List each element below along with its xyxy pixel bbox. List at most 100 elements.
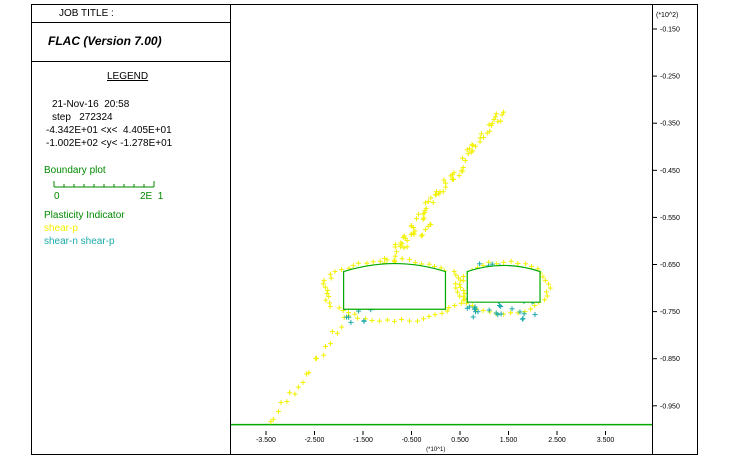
shear-n-shear-p-point	[517, 309, 523, 315]
shear-p-point	[327, 341, 333, 347]
shear-n-shear-p-point	[472, 305, 478, 311]
shear-p-point	[306, 370, 312, 376]
shear-p-point	[543, 289, 549, 295]
shear-p-point	[441, 177, 447, 183]
shear-p-point	[532, 302, 538, 308]
shear-p-point	[418, 233, 424, 239]
shear-p-point	[499, 112, 505, 118]
x-tick-label: 3.500	[597, 437, 615, 444]
shear-n-shear-p-point	[472, 309, 478, 315]
shear-p-point	[325, 287, 331, 293]
shear-p-point	[413, 216, 419, 222]
shear-p-point	[411, 231, 417, 237]
shear-p-point	[416, 211, 422, 217]
scale-bar	[53, 181, 155, 188]
shear-p-point	[401, 233, 407, 239]
shear-p-point	[464, 147, 470, 153]
shear-p-point	[323, 297, 329, 303]
shear-p-point	[284, 399, 290, 405]
shear-p-point	[300, 379, 306, 385]
shear-p-point	[426, 313, 432, 319]
shear-p-point	[422, 208, 428, 214]
shear-p-point	[369, 318, 375, 324]
shear-p-point	[420, 216, 426, 222]
shear-p-point	[542, 277, 548, 283]
shear-p-point	[455, 275, 461, 281]
shear-p-point	[523, 261, 529, 267]
shear-p-point	[323, 343, 329, 349]
shear-n-shear-p-point	[497, 302, 503, 308]
y-exponent-label: (*10^2)	[656, 12, 679, 19]
shear-p-point	[327, 300, 333, 306]
shear-p-point	[481, 135, 487, 141]
y-tick-label: -0.850	[660, 356, 680, 363]
shear-p-point	[459, 155, 465, 161]
shear-p-point	[339, 324, 345, 330]
shear-p-point	[469, 142, 475, 148]
opening-2	[466, 264, 541, 303]
shear-p-point	[501, 259, 507, 265]
shear-p-point	[457, 281, 463, 287]
shear-p-point	[462, 158, 468, 164]
shear-p-point	[384, 257, 390, 263]
shear-p-point	[544, 293, 550, 299]
shear-p-point	[278, 400, 284, 406]
y-tick-label: -0.650	[660, 262, 680, 269]
shear-p-point	[399, 317, 405, 323]
shear-p-point	[402, 235, 408, 241]
shear-n-shear-p-point	[477, 261, 483, 267]
shear-p-point	[398, 244, 404, 250]
shear-p-point	[455, 289, 461, 295]
shear-p-point	[491, 116, 497, 122]
shear-p-point	[422, 227, 428, 233]
shear-p-point	[456, 173, 462, 179]
y-tick-label: -0.350	[660, 121, 680, 128]
shear-p-point	[384, 317, 390, 323]
job-title-label: JOB TITLE :	[59, 8, 114, 19]
shear-n-shear-p-point	[509, 306, 515, 312]
x-tick-label: -0.500	[402, 437, 422, 444]
shear-p-point	[332, 269, 338, 275]
legend-item-shear-n-shear-p: shear-n shear-p	[44, 236, 115, 247]
shear-p-point	[446, 305, 452, 311]
shear-p-point	[345, 310, 351, 316]
y-tick-label: -0.750	[660, 309, 680, 316]
shear-p-point	[449, 176, 455, 182]
legend-panel: LEGEND 21-Nov-16 20:58 step 272324 -4.34…	[31, 61, 231, 455]
shear-p-point	[428, 195, 434, 201]
shear-p-point	[508, 258, 514, 264]
shear-p-point	[470, 142, 476, 148]
shear-p-point	[326, 293, 332, 299]
shear-p-point	[453, 281, 459, 287]
shear-p-point	[407, 318, 413, 324]
shear-p-point	[382, 255, 388, 261]
shear-p-point	[350, 263, 356, 269]
shear-p-point	[295, 384, 301, 390]
shear-p-point	[458, 277, 464, 283]
shear-p-point	[508, 310, 514, 316]
shear-p-point	[460, 273, 466, 279]
shear-p-point	[328, 275, 334, 281]
shear-p-point	[313, 355, 319, 361]
shear-p-point	[321, 277, 327, 283]
shear-p-point	[440, 189, 446, 195]
shear-p-point	[292, 391, 298, 397]
shear-p-point	[528, 306, 534, 312]
shear-p-point	[522, 309, 528, 315]
shear-n-shear-p-point	[470, 314, 476, 320]
x-range: -4.342E+01 <x< 4.405E+01	[46, 125, 172, 136]
shear-p-point	[460, 165, 466, 171]
shear-p-point	[394, 249, 400, 255]
shear-p-point	[515, 261, 521, 267]
program-box: FLAC (Version 7.00)	[31, 22, 231, 62]
shear-p-point	[460, 287, 466, 293]
x-tick-label: -3.500	[256, 437, 276, 444]
shear-p-point	[501, 109, 507, 115]
shear-p-point	[407, 257, 413, 263]
shear-n-shear-p-point	[493, 310, 499, 316]
shear-p-point	[404, 244, 410, 250]
shear-p-point	[422, 200, 428, 206]
legend-title: LEGEND	[107, 71, 149, 82]
shear-n-shear-p-point	[498, 311, 504, 317]
shear-p-point	[322, 284, 328, 290]
